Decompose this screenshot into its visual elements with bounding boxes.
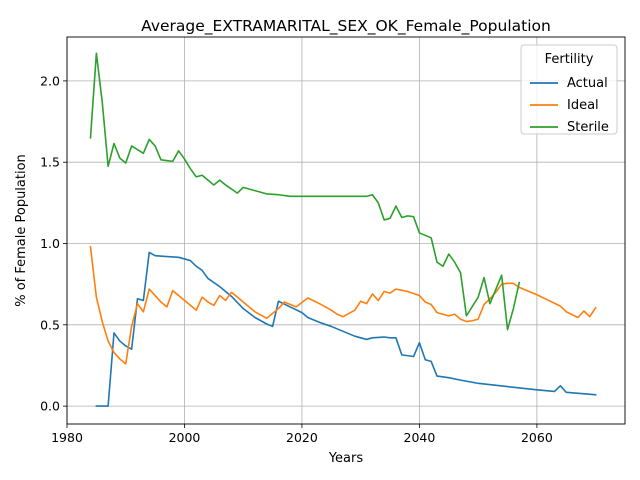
x-tick-label: 2040 <box>404 430 436 445</box>
y-tick-label: 1.5 <box>40 155 60 170</box>
y-axis-label: % of Female Population <box>14 154 29 307</box>
legend-box <box>520 44 618 135</box>
legend-label-actual: Actual <box>567 76 608 91</box>
y-tick-label: 2.0 <box>40 73 60 88</box>
axis-ticks: 1980 2000 2020 2040 2060 0.0 0.5 1.0 1.5 2.0 <box>40 73 553 445</box>
legend-title: Fertility <box>545 52 594 67</box>
series-lines <box>89 52 597 407</box>
legend-label-ideal: Ideal <box>567 98 599 113</box>
y-tick-label: 0.0 <box>40 399 60 414</box>
series-line-actual <box>95 251 597 407</box>
x-tick-label: 2020 <box>286 430 318 445</box>
series-line-sterile <box>89 52 521 331</box>
chart-title: Average_EXTRAMARITAL_SEX_OK_Female_Popul… <box>141 17 551 36</box>
x-tick-label: 2000 <box>169 430 201 445</box>
legend: Fertility Actual Ideal Sterile <box>520 44 618 135</box>
plot-area-frame <box>66 36 626 425</box>
x-tick-label: 2060 <box>521 430 553 445</box>
x-axis-label: Years <box>328 451 364 466</box>
legend-label-sterile: Sterile <box>567 120 609 135</box>
legend-items: Actual Ideal Sterile <box>530 76 609 135</box>
y-tick-label: 0.5 <box>40 317 60 332</box>
x-tick-label: 1980 <box>51 430 83 445</box>
y-tick-label: 1.0 <box>40 236 60 251</box>
